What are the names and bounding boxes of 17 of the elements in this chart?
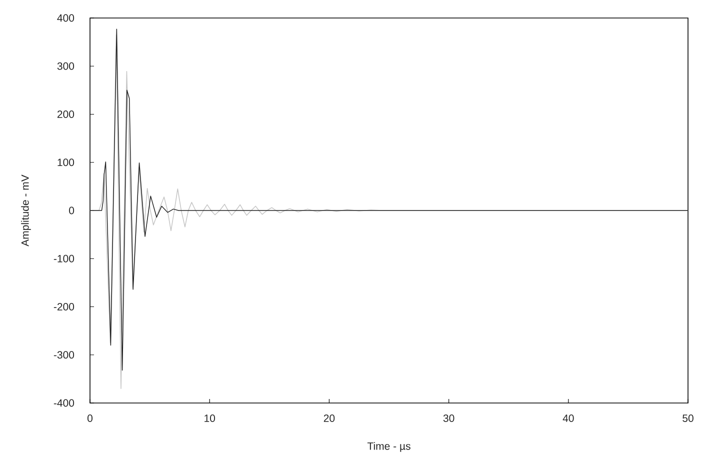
x-tick-label: 0 xyxy=(87,414,93,422)
x-tick-label: 10 xyxy=(204,414,216,422)
x-tick-label: 30 xyxy=(443,414,454,422)
y-tick-label: -100 xyxy=(54,254,74,262)
y-tick-label: 100 xyxy=(58,158,74,166)
x-tick-label: 40 xyxy=(562,414,574,422)
y-axis-title: Amplitude - mV xyxy=(21,174,31,246)
y-tick-label: 400 xyxy=(57,14,74,22)
y-tick-label: -300 xyxy=(54,351,74,359)
y-tick-label: 300 xyxy=(57,62,74,70)
y-tick-label: 200 xyxy=(57,110,74,118)
x-tick-label: 20 xyxy=(324,414,335,422)
x-tick-label: 50 xyxy=(682,414,694,422)
y-tick-label: -200 xyxy=(54,303,74,310)
y-tick-label: 0 xyxy=(69,206,74,214)
x-axis-title: Time - µs xyxy=(367,442,410,452)
y-tick-label: -400 xyxy=(54,399,74,407)
